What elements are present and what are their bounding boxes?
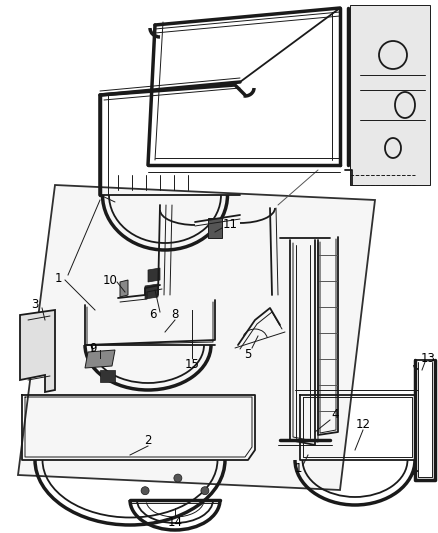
Polygon shape (350, 5, 430, 185)
Polygon shape (145, 284, 158, 299)
Polygon shape (20, 310, 55, 392)
Text: 9: 9 (89, 342, 97, 354)
Polygon shape (208, 218, 222, 238)
Text: 8: 8 (171, 309, 179, 321)
Circle shape (141, 487, 149, 495)
Polygon shape (148, 268, 160, 282)
Text: 1: 1 (54, 271, 62, 285)
Text: 12: 12 (356, 418, 371, 432)
Polygon shape (85, 350, 115, 368)
Polygon shape (18, 185, 375, 490)
Text: 13: 13 (420, 351, 435, 365)
Text: 1: 1 (294, 462, 302, 474)
Circle shape (201, 487, 209, 495)
Polygon shape (120, 280, 128, 297)
Text: 2: 2 (144, 433, 152, 447)
Text: 4: 4 (331, 408, 339, 422)
Text: 14: 14 (167, 515, 183, 529)
Text: 6: 6 (149, 309, 157, 321)
Polygon shape (100, 370, 115, 382)
Text: 15: 15 (184, 359, 199, 372)
Text: 3: 3 (31, 298, 39, 311)
Circle shape (174, 474, 182, 482)
Text: 5: 5 (244, 349, 252, 361)
Text: 11: 11 (223, 219, 237, 231)
Text: 10: 10 (102, 273, 117, 287)
